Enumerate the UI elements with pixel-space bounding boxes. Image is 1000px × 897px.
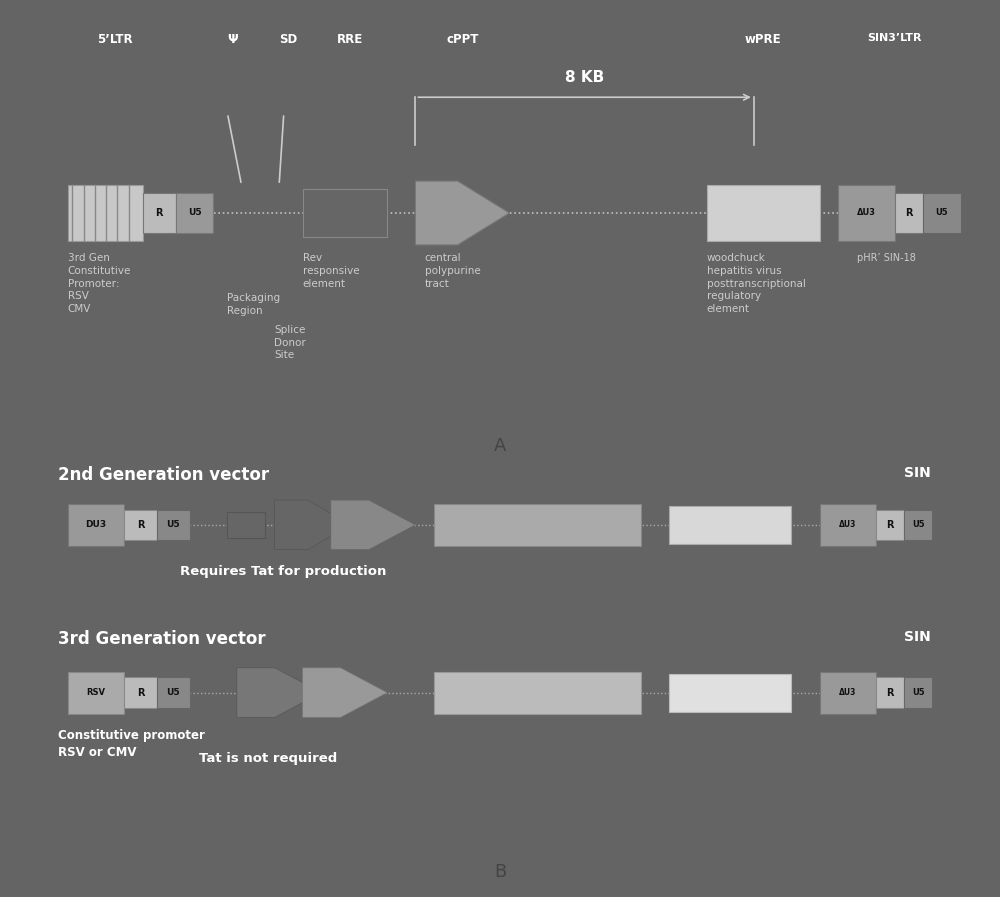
Text: cPPT: cPPT (446, 33, 479, 47)
Text: Requires Tat for production: Requires Tat for production (180, 565, 387, 578)
Text: ΔU3: ΔU3 (839, 520, 856, 529)
Text: R: R (156, 208, 163, 218)
Polygon shape (303, 667, 387, 718)
Bar (434, 504, 641, 545)
Text: 2nd Generation vector: 2nd Generation vector (58, 466, 269, 483)
Bar (68, 504, 124, 545)
Bar (904, 509, 932, 540)
Text: U5: U5 (188, 208, 201, 217)
Bar (434, 672, 641, 714)
Text: pHR’ SIN-18: pHR’ SIN-18 (857, 253, 916, 263)
Bar (838, 185, 895, 241)
Text: SIN3’LTR: SIN3’LTR (868, 33, 922, 43)
Text: U5: U5 (935, 208, 948, 217)
Text: woodchuck
hepatitis virus
posttranscriptional
regulatory
element: woodchuck hepatitis virus posttranscript… (707, 253, 806, 314)
Bar (68, 185, 143, 241)
Text: U5: U5 (167, 520, 180, 529)
Text: RSV: RSV (86, 688, 105, 697)
Bar (124, 509, 157, 540)
Bar (707, 185, 820, 241)
Text: R: R (905, 208, 913, 218)
Bar (143, 193, 176, 233)
Text: Packaging
Region: Packaging Region (227, 292, 281, 316)
Text: Ψ: Ψ (227, 33, 237, 47)
Text: U5: U5 (167, 688, 180, 697)
Text: R: R (137, 520, 144, 530)
Text: U5: U5 (912, 520, 925, 529)
Text: B: B (494, 863, 506, 881)
Bar (904, 677, 932, 708)
Bar (820, 672, 876, 714)
Text: 3rd Generation vector: 3rd Generation vector (58, 630, 266, 648)
Bar (876, 509, 904, 540)
Bar (303, 189, 387, 237)
Bar (157, 677, 190, 708)
Text: SD: SD (279, 33, 298, 47)
Text: DU3: DU3 (85, 520, 106, 529)
Text: Constitutive promoter
RSV or CMV: Constitutive promoter RSV or CMV (58, 728, 205, 759)
Text: central
polypurine
tract: central polypurine tract (425, 253, 481, 289)
Bar (669, 674, 791, 711)
Text: Splice
Donor
Site: Splice Donor Site (274, 325, 306, 361)
Text: A: A (494, 437, 506, 455)
Text: 8 KB: 8 KB (565, 70, 604, 85)
Bar (124, 677, 157, 708)
Bar (820, 504, 876, 545)
Polygon shape (274, 501, 350, 550)
Text: R: R (886, 520, 894, 530)
Text: 3rd Gen
Constitutive
Promoter:
RSV
CMV: 3rd Gen Constitutive Promoter: RSV CMV (68, 253, 131, 314)
Text: RRE: RRE (336, 33, 363, 47)
Text: 5’LTR: 5’LTR (97, 33, 132, 47)
Polygon shape (331, 501, 415, 550)
Polygon shape (237, 667, 321, 718)
Bar (227, 511, 265, 538)
Text: ΔU3: ΔU3 (857, 208, 876, 217)
Bar (669, 506, 791, 544)
Polygon shape (415, 181, 509, 245)
Text: wPRE: wPRE (745, 33, 782, 47)
Text: R: R (137, 688, 144, 698)
Text: Tat is not required: Tat is not required (199, 752, 337, 764)
Bar (895, 193, 923, 233)
Text: ΔU3: ΔU3 (839, 688, 856, 697)
Text: SIN: SIN (904, 630, 931, 644)
Text: Rev
responsive
element: Rev responsive element (303, 253, 359, 289)
Bar (157, 509, 190, 540)
Bar (923, 193, 961, 233)
Text: SIN: SIN (904, 466, 931, 480)
Text: R: R (886, 688, 894, 698)
Text: U5: U5 (912, 688, 925, 697)
Bar (876, 677, 904, 708)
Bar (176, 193, 213, 233)
Bar (68, 672, 124, 714)
